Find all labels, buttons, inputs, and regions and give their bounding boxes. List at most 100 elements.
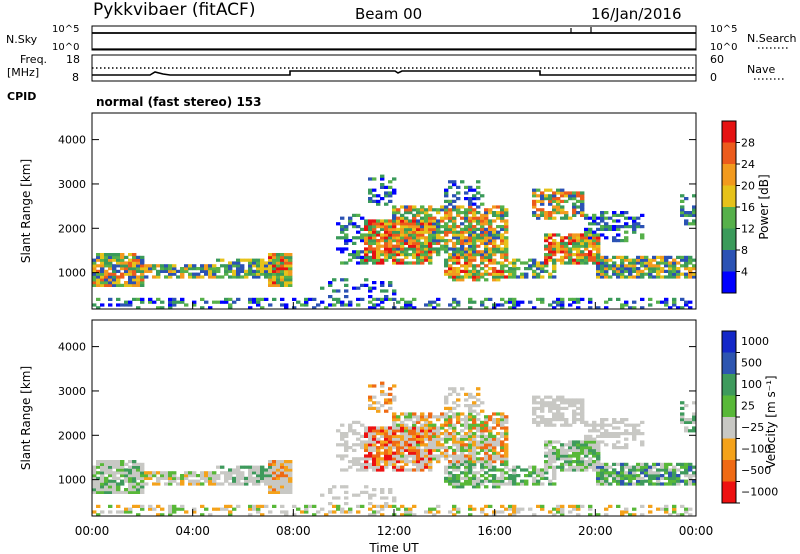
heatmap-cell [624, 258, 629, 262]
heatmap-cell [460, 462, 465, 466]
heatmap-cell [556, 199, 561, 203]
heatmap-cell [92, 488, 97, 492]
heatmap-cell [308, 504, 313, 508]
heatmap-cell [368, 462, 373, 466]
heatmap-cell [228, 474, 233, 478]
heatmap-cell [556, 247, 561, 251]
heatmap-cell [128, 278, 133, 282]
heatmap-cell [272, 462, 277, 466]
heatmap-cell [612, 213, 617, 217]
heatmap-cell [96, 297, 101, 301]
heatmap-cell [496, 247, 501, 251]
heatmap-cell [412, 434, 417, 438]
heatmap-cell [672, 267, 677, 271]
heatmap-cell [668, 306, 673, 310]
heatmap-cell [628, 432, 633, 436]
heatmap-cell [400, 513, 405, 517]
heatmap-cell [596, 429, 601, 433]
heatmap-cell [608, 297, 613, 301]
heatmap-cell [640, 479, 645, 483]
heatmap-cell [464, 216, 469, 220]
heatmap-cell [392, 468, 397, 472]
heatmap-cell [460, 230, 465, 234]
heatmap-cell [396, 465, 401, 469]
heatmap-cell [676, 275, 681, 279]
heatmap-cell [200, 306, 205, 310]
heatmap-cell [392, 239, 397, 243]
heatmap-cell [148, 264, 153, 268]
heatmap-cell [616, 264, 621, 268]
heatmap-cell [484, 230, 489, 234]
heatmap-cell [108, 264, 113, 268]
heatmap-cell [356, 510, 361, 514]
heatmap-cell [364, 261, 369, 265]
heatmap-cell [596, 272, 601, 276]
heatmap-cell [344, 261, 349, 265]
heatmap-cell [628, 465, 633, 469]
heatmap-cell [392, 213, 397, 217]
heatmap-cell [104, 281, 109, 285]
heatmap-cell [128, 476, 133, 480]
heatmap-cell [404, 423, 409, 427]
heatmap-cell [592, 454, 597, 458]
heatmap-cell [408, 241, 413, 245]
heatmap-cell [436, 446, 441, 450]
heatmap-cell [444, 269, 449, 273]
heatmap-cell [688, 267, 693, 271]
heatmap-cell [104, 283, 109, 287]
heatmap-cell [320, 493, 325, 497]
heatmap-cell [536, 216, 541, 220]
heatmap-cell [420, 429, 425, 433]
heatmap-cell [572, 468, 577, 472]
heatmap-cell [400, 465, 405, 469]
heatmap-cell [364, 434, 369, 438]
heatmap-cell [448, 185, 453, 189]
heatmap-cell [692, 211, 697, 215]
heatmap-cell [452, 216, 457, 220]
heatmap-cell [196, 275, 201, 279]
heatmap-cell [660, 465, 665, 469]
heatmap-cell [500, 219, 505, 223]
heatmap-cell [188, 482, 193, 486]
heatmap-cell [468, 454, 473, 458]
heatmap-cell [264, 297, 269, 301]
heatmap-cell [440, 225, 445, 229]
heatmap-cell [344, 295, 349, 299]
heatmap-cell [548, 199, 553, 203]
heatmap-cell [452, 225, 457, 229]
heatmap-cell [472, 272, 477, 276]
heatmap-cell [512, 504, 517, 508]
heatmap-cell [192, 303, 197, 307]
heatmap-cell [552, 398, 557, 402]
heatmap-cell [156, 272, 161, 276]
heatmap-cell [364, 465, 369, 469]
heatmap-cell [344, 303, 349, 307]
heatmap-cell [288, 269, 293, 273]
heatmap-cell [204, 474, 209, 478]
heatmap-cell [692, 272, 697, 276]
heatmap-cell [372, 504, 377, 508]
heatmap-cell [412, 208, 417, 212]
heatmap-cell [560, 241, 565, 245]
heatmap-cell [532, 412, 537, 416]
heatmap-cell [460, 236, 465, 240]
heatmap-cell [124, 281, 129, 285]
heatmap-cell [592, 236, 597, 240]
heatmap-cell [452, 219, 457, 223]
heatmap-cell [548, 194, 553, 198]
heatmap-cell [376, 448, 381, 452]
heatmap-cell [432, 222, 437, 226]
heatmap-cell [244, 269, 249, 273]
heatmap-cell [464, 185, 469, 189]
heatmap-cell [588, 507, 593, 511]
heatmap-cell [204, 267, 209, 271]
heatmap-cell [112, 269, 117, 273]
heatmap-cell [388, 490, 393, 494]
heatmap-cell [620, 213, 625, 217]
heatmap-cell [340, 423, 345, 427]
heatmap-cell [372, 258, 377, 262]
heatmap-cell [384, 239, 389, 243]
heatmap-cell [424, 510, 429, 514]
heatmap-cell [372, 468, 377, 472]
heatmap-cell [472, 213, 477, 217]
